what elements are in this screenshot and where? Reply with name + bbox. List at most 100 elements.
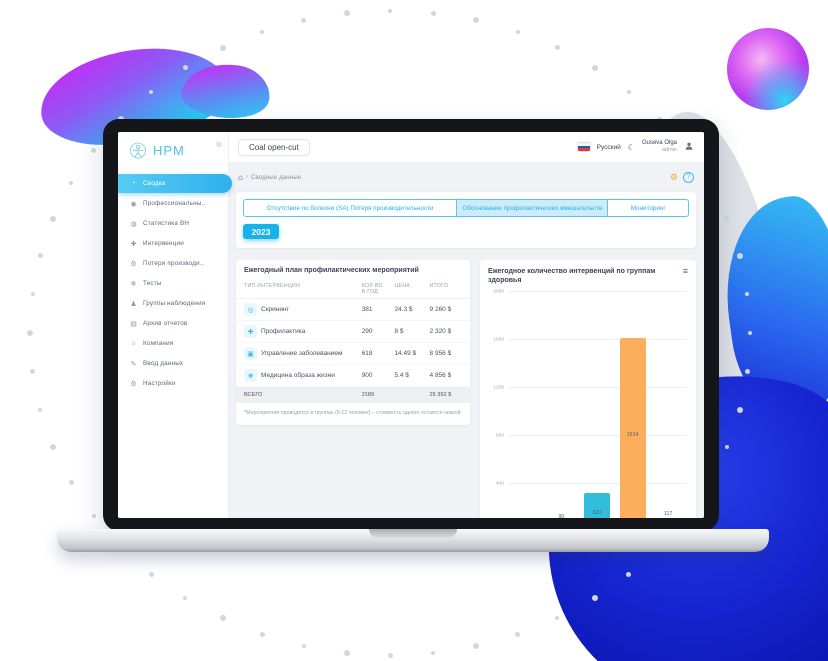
tab-sickness-absence[interactable]: Отсутствие по болезни (SA) Потеря произв… xyxy=(244,200,458,216)
chart-bar-value: 117 xyxy=(664,510,673,517)
decor-dot xyxy=(744,369,750,375)
user-avatar-icon[interactable] xyxy=(684,138,694,156)
sidebar-item-settings[interactable]: ⚙ Настройки xyxy=(118,374,228,393)
sidebar-item-professional[interactable]: ◉ Профессиональны.. xyxy=(118,194,228,213)
chart-bar-value: 1614 xyxy=(626,432,639,439)
sidebar-item-data-entry[interactable]: ✎ Ввод данных xyxy=(118,354,228,373)
sidebar-item-production-losses[interactable]: ⚙ Потери производи.. xyxy=(118,254,228,273)
sidebar-item-company[interactable]: ⌂ Компания xyxy=(118,334,228,353)
chart-bars: 48 90 320 1614 117 xyxy=(508,292,686,518)
statistics-icon: ◍ xyxy=(130,220,137,228)
tab-preventive-justification[interactable]: Обоснование профилактических вмешательст… xyxy=(457,200,609,216)
chart-gridline xyxy=(508,338,686,340)
decor-dot xyxy=(431,650,436,655)
table-total-row: ВСЕГО 2189 25 392 $ xyxy=(236,386,470,403)
interventions-icon: ✚ xyxy=(130,240,137,248)
decor-dot xyxy=(68,480,74,486)
decor-dot xyxy=(69,181,74,186)
plan-card-title: Ежегодный план профилактических мероприя… xyxy=(244,267,419,274)
filters-panel: Отсутствие по болезни (SA) Потеря произв… xyxy=(236,192,696,248)
sidebar-item-summary[interactable]: ◔ Сводка xyxy=(118,174,232,193)
hpm-logo-icon xyxy=(127,140,149,167)
sidebar-nav: ◔ Сводка ◉ Профессиональны.. ◍ Статистик… xyxy=(118,174,232,393)
observation-groups-icon: ♟ xyxy=(130,300,137,308)
content: ⌂ › Сводные данные ⚙ ? Отсутствие по бол… xyxy=(228,162,704,518)
settings-icon: ⚙ xyxy=(130,380,137,388)
decor-dot xyxy=(38,408,43,413)
chart-ytick-label: 2000 xyxy=(493,289,504,295)
col-price: ЦЕНА xyxy=(390,280,426,299)
decor-dot xyxy=(30,292,35,297)
decor-dot xyxy=(736,407,743,414)
topbar-right: Русский ☾ Guseva Olga admin xyxy=(576,138,694,156)
company-icon: ⌂ xyxy=(131,340,136,347)
laptop-base xyxy=(57,529,769,552)
decor-dot xyxy=(260,29,265,34)
decor-dot xyxy=(219,615,226,622)
chart-bar: 117 xyxy=(655,292,682,518)
tests-icon: ❄ xyxy=(130,280,137,288)
decor-dot xyxy=(591,595,598,601)
settings-gear-icon[interactable]: ⚙ xyxy=(669,171,678,182)
sidebar-item-interventions[interactable]: ✚ Интервенции xyxy=(118,234,228,253)
sidebar-item-report-archive[interactable]: ▤ Архив отчетов xyxy=(118,314,228,333)
plan-footnote: *Мероприятия проводятся в группах (6-12 … xyxy=(244,410,461,416)
report-archive-icon: ▤ xyxy=(130,320,137,328)
decor-dot xyxy=(591,64,598,71)
logo-row: HPM ⚙ xyxy=(118,132,228,169)
decor-dot xyxy=(149,89,154,94)
chart-menu-icon[interactable]: ≡ xyxy=(682,266,688,276)
sidebar-item-observation-groups[interactable]: ♟ Группы наблюдения xyxy=(118,294,228,313)
breadcrumb-current: Сводные данные xyxy=(250,173,302,181)
language-selector[interactable]: Русский xyxy=(596,143,621,151)
table-row-disease-management: ▣ Управление заболеванием 618 14.49 $ 8 9… xyxy=(236,342,470,365)
cards-row: Ежегодный план профилактических мероприя… xyxy=(236,260,696,518)
tabs: Отсутствие по болезни (SA) Потеря произв… xyxy=(243,199,689,217)
decor-dot xyxy=(387,652,393,658)
decor-dot xyxy=(91,513,96,518)
chart-bar: 1614 xyxy=(619,292,646,518)
screening-icon: ◎ xyxy=(244,303,257,316)
col-total: ИТОГО xyxy=(425,280,470,299)
sidebar-gear-icon[interactable]: ⚙ xyxy=(215,142,222,149)
table-row-prevention: ✚ Профилактика 290 8 $ 2 320 $ xyxy=(236,320,470,343)
decor-dot xyxy=(301,643,306,648)
russian-flag-icon[interactable] xyxy=(576,142,591,152)
prevention-icon: ✚ xyxy=(244,325,257,338)
help-icon[interactable]: ? xyxy=(683,171,694,183)
decor-dot xyxy=(724,216,730,222)
decor-dot xyxy=(554,45,560,51)
chart-title: Ежегодное количество интервенций по груп… xyxy=(488,268,656,285)
sidebar-item-tests[interactable]: ❄ Тесты xyxy=(118,274,228,293)
chart-ytick-label: 1600 xyxy=(493,337,504,343)
decor-dot xyxy=(748,331,752,335)
decor-dot xyxy=(182,65,188,71)
table-row-screening: ◎ Скрининг 381 24.3 $ 9 260 $ xyxy=(236,298,470,321)
theme-toggle-moon-icon[interactable]: ☾ xyxy=(627,142,635,152)
decor-dot xyxy=(736,252,743,259)
col-qty-per-year: КОЛ-ВО В ГОД xyxy=(357,280,391,299)
workspace-selector[interactable]: Coal open-cut xyxy=(238,138,310,156)
decor-dot xyxy=(91,147,97,153)
breadcrumb: ⌂ › Сводные данные ⚙ ? xyxy=(236,162,696,192)
home-icon[interactable]: ⌂ xyxy=(238,172,243,182)
sidebar: HPM ⚙ ◔ Сводка ◉ Профессиональны.. xyxy=(118,132,232,518)
year-button[interactable]: 2023 xyxy=(243,224,279,239)
logo-text: HPM xyxy=(153,143,185,158)
chart-gridline xyxy=(508,290,686,292)
decor-dot xyxy=(473,17,480,24)
decor-dot xyxy=(515,631,521,637)
laptop-screen-frame: HPM ⚙ ◔ Сводка ◉ Профессиональны.. xyxy=(103,119,719,531)
decor-dot xyxy=(343,10,350,17)
chart-gridline xyxy=(508,386,686,388)
decor-dot xyxy=(30,369,36,375)
user-name: Guseva Olga xyxy=(641,139,677,146)
sidebar-item-statistics[interactable]: ◍ Статистика ВН xyxy=(118,214,228,233)
tab-monitoring[interactable]: Мониторинг xyxy=(630,204,666,212)
chart-bar: 48 xyxy=(513,292,539,518)
interventions-chart-card: Ежегодное количество интервенций по груп… xyxy=(480,260,696,518)
bar-chart: 48903201614117 0400800120016002000 xyxy=(488,289,688,518)
decor-dot xyxy=(301,17,307,23)
user-menu[interactable]: Guseva Olga admin xyxy=(642,140,677,155)
decor-dot xyxy=(50,215,57,222)
